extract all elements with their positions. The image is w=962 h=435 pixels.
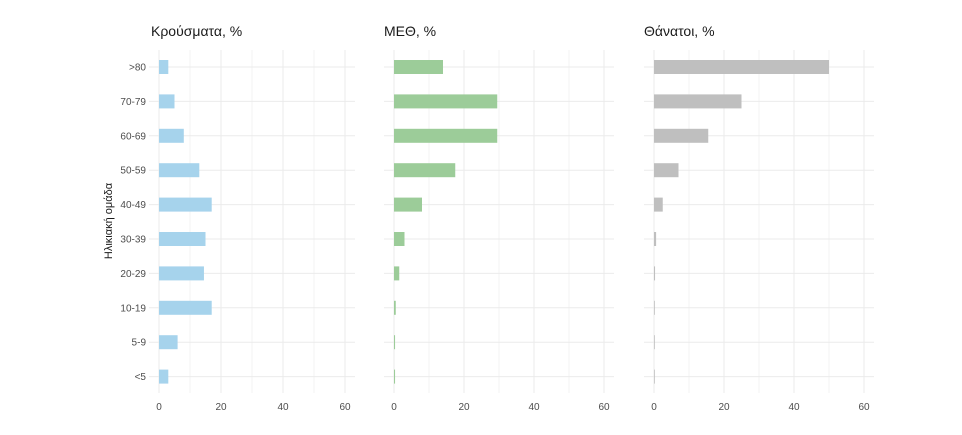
y-tick-label: 60-69 <box>120 131 146 142</box>
x-tick-label: 0 <box>156 402 162 413</box>
x-tick-label: 40 <box>788 402 800 413</box>
bar-5-9 <box>159 335 178 350</box>
panel-1-minor-grid <box>189 50 315 393</box>
bar-60-69 <box>654 128 709 143</box>
bar->80 <box>394 60 443 74</box>
bar-60-69 <box>159 128 184 143</box>
y-tick-label: 50-59 <box>120 166 146 177</box>
bar->80 <box>654 60 829 74</box>
panel-2-x-ticks: 0 20 40 60 <box>391 402 610 413</box>
bar-70-79 <box>654 94 742 109</box>
bar-50-59 <box>159 163 200 178</box>
x-tick-label: 60 <box>858 402 870 413</box>
panel-3: 0 20 40 60 Θάνατοι, % <box>644 23 874 413</box>
bar-20-29 <box>159 266 204 281</box>
bar-10-19 <box>159 300 212 315</box>
x-tick-label: 40 <box>277 402 289 413</box>
bar-10-19 <box>654 300 655 315</box>
bar-10-19 <box>394 300 396 315</box>
y-tick-label: 30-39 <box>120 235 146 246</box>
bar-<5 <box>394 369 396 384</box>
x-tick-label: 60 <box>598 402 610 413</box>
bar-40-49 <box>654 197 663 212</box>
x-tick-label: 20 <box>458 402 470 413</box>
y-tick-label: 20-29 <box>120 269 146 280</box>
bar-40-49 <box>394 197 422 212</box>
x-tick-label: 20 <box>718 402 730 413</box>
panel-title: Θάνατοι, % <box>644 23 715 39</box>
bar-50-59 <box>654 163 679 178</box>
panel-title: ΜΕΘ, % <box>384 23 436 39</box>
y-tick-label: 5-9 <box>132 338 147 349</box>
bar-30-39 <box>654 232 657 246</box>
panel-3-x-ticks: 0 20 40 60 <box>651 402 870 413</box>
bar-60-69 <box>394 128 498 143</box>
bar-<5 <box>654 369 655 384</box>
bar-70-79 <box>394 94 498 109</box>
bar-50-59 <box>394 163 456 178</box>
x-tick-label: 20 <box>215 402 227 413</box>
bar-30-39 <box>394 232 405 246</box>
x-tick-label: 60 <box>339 402 351 413</box>
bar-20-29 <box>654 266 656 281</box>
y-tick-labels: <5 5-9 10-19 20-29 30-39 40-49 50-59 60-69 70-79… <box>120 63 146 384</box>
bar-30-39 <box>159 232 206 246</box>
y-axis-title: Ηλικιακή ομάδα <box>103 182 115 259</box>
panel-2: 0 20 40 60 ΜΕΘ, % <box>384 23 614 413</box>
y-tick-label: 10-19 <box>120 303 146 314</box>
y-tick-label: 70-79 <box>120 97 146 108</box>
y-tick-label: 40-49 <box>120 200 146 211</box>
x-tick-label: 0 <box>651 402 657 413</box>
x-tick-label: 0 <box>391 402 397 413</box>
panel-1-bars <box>159 60 212 384</box>
bar-40-49 <box>159 197 212 212</box>
bar-70-79 <box>159 94 175 109</box>
panel-1: 0 20 40 60 Κρούσματα, % <box>149 23 355 413</box>
x-tick-label: 40 <box>528 402 540 413</box>
y-tick-label: >80 <box>129 63 146 74</box>
panel-title: Κρούσματα, % <box>151 23 242 39</box>
panel-3-bars <box>654 60 829 384</box>
bar-5-9 <box>394 335 396 350</box>
bar-5-9 <box>654 335 655 350</box>
bar-20-29 <box>394 266 400 281</box>
y-tick-label: <5 <box>135 372 147 383</box>
panel-2-bars <box>394 60 498 384</box>
panel-1-x-ticks: 0 20 40 60 <box>156 402 351 413</box>
bar-<5 <box>159 369 169 384</box>
bar->80 <box>159 60 169 74</box>
